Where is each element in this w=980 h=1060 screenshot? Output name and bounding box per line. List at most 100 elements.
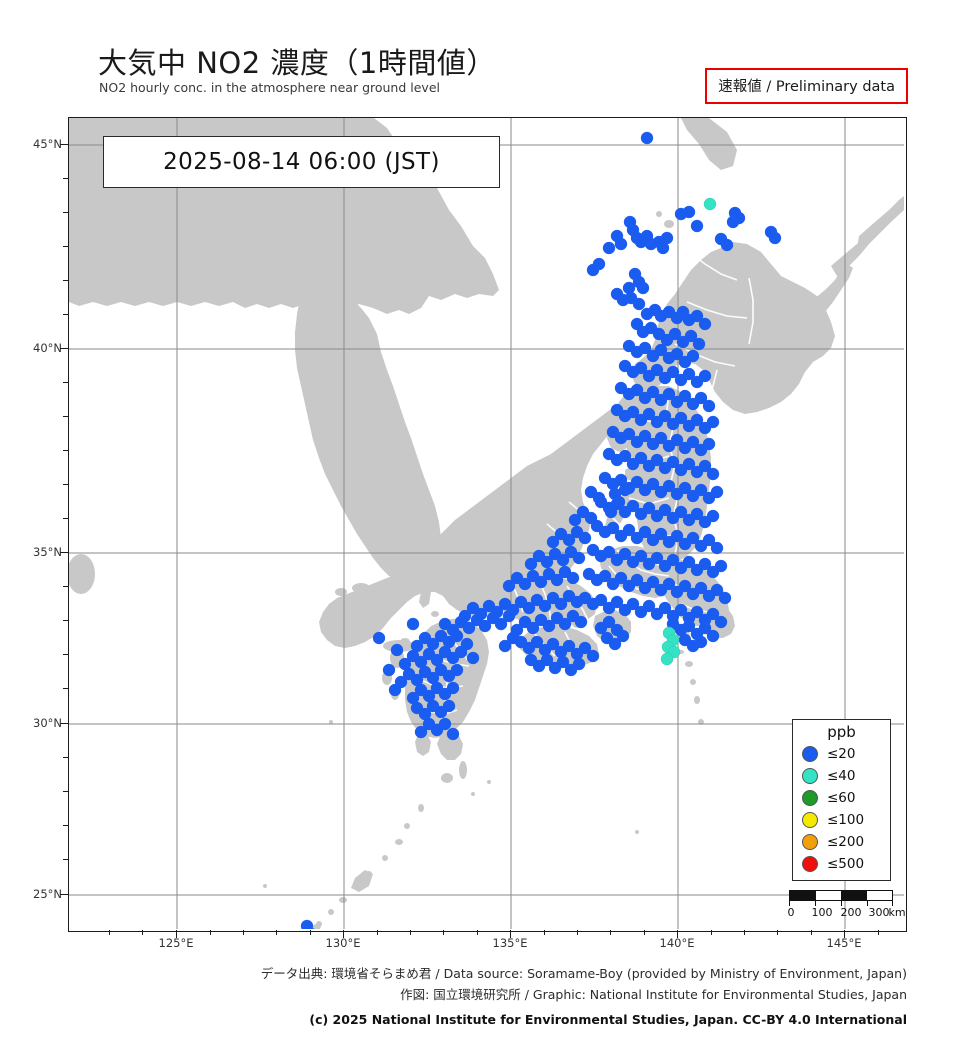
tick-x-minor bbox=[443, 930, 444, 935]
tick-y-minor bbox=[63, 791, 68, 792]
scale-label-300: 300 bbox=[868, 906, 890, 919]
tick-x-minor bbox=[878, 930, 879, 935]
map-plot-area[interactable] bbox=[68, 117, 907, 932]
scale-seg-1 bbox=[790, 891, 816, 900]
tick-y-minor bbox=[63, 212, 68, 213]
preliminary-data-badge: 速報値 / Preliminary data bbox=[705, 68, 908, 104]
x-tick-140e: 140°E bbox=[659, 936, 695, 950]
tick-y-minor bbox=[63, 484, 68, 485]
tick-x-minor bbox=[310, 930, 311, 935]
tick-x-minor bbox=[610, 930, 611, 935]
scale-label-100: 100 bbox=[811, 906, 833, 919]
no2-station-markers bbox=[300, 131, 782, 929]
legend-label-500: ≤500 bbox=[827, 856, 865, 872]
tick-x-minor bbox=[644, 930, 645, 935]
x-tick-135e: 135°E bbox=[492, 936, 528, 950]
y-tick-35n: 35°N bbox=[33, 545, 62, 559]
tick-x-major bbox=[510, 930, 511, 938]
tick-y-minor bbox=[63, 586, 68, 587]
tick-y-minor bbox=[63, 246, 68, 247]
tick-y-major bbox=[60, 552, 68, 553]
scale-seg-3 bbox=[841, 891, 867, 900]
legend-item-100: ≤100 bbox=[798, 809, 885, 831]
map-canvas bbox=[69, 118, 904, 929]
tick-y-major bbox=[60, 144, 68, 145]
tick-y-major bbox=[60, 723, 68, 724]
tick-x-minor bbox=[544, 930, 545, 935]
legend-item-60: ≤60 bbox=[798, 787, 885, 809]
map-scale-bar: 0 100 200 300 km bbox=[787, 890, 906, 920]
legend-item-20: ≤20 bbox=[798, 743, 885, 765]
page-subtitle: NO2 hourly conc. in the atmosphere near … bbox=[99, 80, 440, 95]
tick-y-minor bbox=[63, 382, 68, 383]
tick-x-minor bbox=[744, 930, 745, 935]
tick-y-minor bbox=[63, 757, 68, 758]
tick-x-minor bbox=[777, 930, 778, 935]
legend-item-40: ≤40 bbox=[798, 765, 885, 787]
tick-y-minor bbox=[63, 280, 68, 281]
scale-label-200: 200 bbox=[840, 906, 862, 919]
y-tick-30n: 30°N bbox=[33, 716, 62, 730]
tick-y-minor bbox=[63, 416, 68, 417]
tick-x-minor bbox=[142, 930, 143, 935]
y-tick-25n: 25°N bbox=[33, 887, 62, 901]
tick-y-minor bbox=[63, 178, 68, 179]
x-tick-145e: 145°E bbox=[826, 936, 862, 950]
tick-y-minor bbox=[63, 518, 68, 519]
concentration-legend: ppb ≤20 ≤40 ≤60 ≤100 ≤200 ≤500 bbox=[792, 719, 891, 881]
scale-bar-segments bbox=[789, 890, 893, 901]
page-title: 大気中 NO2 濃度（1時間値） bbox=[98, 46, 496, 80]
tick-y-minor bbox=[63, 859, 68, 860]
tick-y-major bbox=[60, 894, 68, 895]
tick-x-minor bbox=[243, 930, 244, 935]
footer-graphic-credit: 作図: 国立環境研究所 / Graphic: National Institut… bbox=[400, 987, 907, 1002]
tick-y-minor bbox=[63, 620, 68, 621]
y-tick-45n: 45°N bbox=[33, 137, 62, 151]
legend-label-60: ≤60 bbox=[827, 790, 856, 806]
legend-label-40: ≤40 bbox=[827, 768, 856, 784]
x-tick-130e: 130°E bbox=[325, 936, 361, 950]
legend-dot-icon bbox=[802, 790, 818, 806]
tick-y-minor bbox=[63, 825, 68, 826]
scale-bar-ticks bbox=[789, 901, 893, 906]
tick-x-major bbox=[844, 930, 845, 938]
legend-dot-icon bbox=[802, 768, 818, 784]
tick-x-minor bbox=[377, 930, 378, 935]
tick-x-minor bbox=[210, 930, 211, 935]
tick-x-minor bbox=[276, 930, 277, 935]
x-tick-125e: 125°E bbox=[158, 936, 194, 950]
scale-seg-2 bbox=[815, 891, 841, 900]
legend-label-20: ≤20 bbox=[827, 746, 856, 762]
markers-bin-40 bbox=[660, 197, 717, 666]
tick-x-minor bbox=[711, 930, 712, 935]
timestamp-box: 2025-08-14 06:00 (JST) bbox=[103, 136, 500, 188]
tick-x-minor bbox=[477, 930, 478, 935]
tick-y-minor bbox=[63, 654, 68, 655]
scale-label-0: 0 bbox=[787, 906, 795, 919]
grid-layer bbox=[69, 118, 904, 929]
legend-label-100: ≤100 bbox=[827, 812, 865, 828]
tick-x-minor bbox=[410, 930, 411, 935]
legend-dot-icon bbox=[802, 746, 818, 762]
tick-y-major bbox=[60, 348, 68, 349]
y-tick-40n: 40°N bbox=[33, 341, 62, 355]
legend-item-200: ≤200 bbox=[798, 831, 885, 853]
legend-item-500: ≤500 bbox=[798, 853, 885, 875]
tick-x-major bbox=[176, 930, 177, 938]
scale-bar-labels: 0 100 200 300 km bbox=[787, 906, 906, 920]
tick-x-minor bbox=[109, 930, 110, 935]
tick-y-minor bbox=[63, 314, 68, 315]
tick-y-minor bbox=[63, 688, 68, 689]
tick-x-major bbox=[677, 930, 678, 938]
tick-x-major bbox=[343, 930, 344, 938]
footer-copyright: (c) 2025 National Institute for Environm… bbox=[309, 1012, 907, 1027]
footer: データ出典: 環境省そらまめ君 / Data source: Soramame-… bbox=[0, 963, 980, 1030]
tick-x-minor bbox=[577, 930, 578, 935]
tick-x-minor bbox=[811, 930, 812, 935]
footer-data-source: データ出典: 環境省そらまめ君 / Data source: Soramame-… bbox=[260, 966, 907, 981]
legend-label-200: ≤200 bbox=[827, 834, 865, 850]
legend-title: ppb bbox=[827, 723, 856, 741]
legend-dot-icon bbox=[802, 834, 818, 850]
legend-dot-icon bbox=[802, 856, 818, 872]
